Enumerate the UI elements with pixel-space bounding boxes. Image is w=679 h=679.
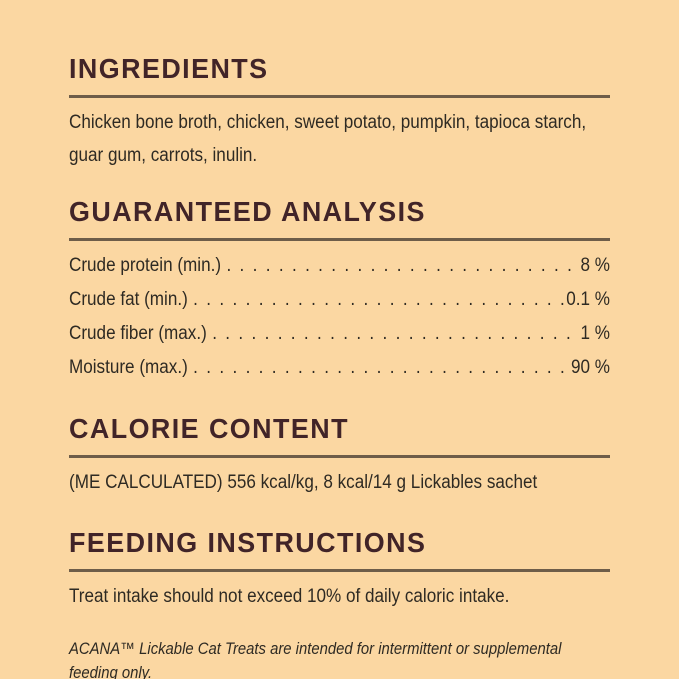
analysis-row-label: Crude fat (min.) bbox=[69, 289, 188, 310]
feeding-instructions-text: Treat intake should not exceed 10% of da… bbox=[69, 586, 510, 607]
guaranteed-analysis-table: Crude protein (min.) 8 % Crude fat (min.… bbox=[69, 249, 610, 385]
dotted-leader bbox=[188, 283, 566, 317]
analysis-row-crude-fiber: Crude fiber (max.) 1 % bbox=[69, 317, 610, 351]
analysis-row-value: 0.1 % bbox=[566, 289, 610, 310]
ingredients-line-2: guar gum, carrots, inulin. bbox=[69, 145, 258, 166]
guaranteed-analysis-divider bbox=[69, 238, 610, 241]
analysis-row-value: 1 % bbox=[580, 323, 610, 344]
intermittent-feeding-footnote: ACANA™ Lickable Cat Treats are intended … bbox=[69, 640, 562, 679]
dotted-leader bbox=[207, 317, 581, 351]
feeding-instructions-heading: FEEDING INSTRUCTIONS bbox=[69, 527, 427, 558]
dotted-leader bbox=[221, 249, 580, 283]
ingredients-divider bbox=[69, 95, 610, 98]
analysis-row-label: Moisture (max.) bbox=[69, 357, 188, 378]
analysis-row-value: 90 % bbox=[571, 357, 610, 378]
analysis-row-crude-fat: Crude fat (min.) 0.1 % bbox=[69, 283, 610, 317]
analysis-row-label: Crude protein (min.) bbox=[69, 255, 222, 276]
feeding-instructions-divider bbox=[69, 569, 610, 572]
analysis-row-label: Crude fiber (max.) bbox=[69, 323, 207, 344]
analysis-row-crude-protein: Crude protein (min.) 8 % bbox=[69, 249, 610, 283]
guaranteed-analysis-heading: GUARANTEED ANALYSIS bbox=[69, 196, 426, 227]
dotted-leader bbox=[188, 351, 571, 385]
analysis-row-value: 8 % bbox=[580, 255, 610, 276]
calorie-content-text: (ME CALCULATED) 556 kcal/kg, 8 kcal/14 g… bbox=[69, 472, 538, 493]
analysis-row-moisture: Moisture (max.) 90 % bbox=[69, 351, 610, 385]
calorie-content-heading: CALORIE CONTENT bbox=[69, 413, 349, 444]
calorie-content-divider bbox=[69, 455, 610, 458]
ingredients-text: Chicken bone broth, chicken, sweet potat… bbox=[69, 106, 610, 172]
ingredients-line-1: Chicken bone broth, chicken, sweet potat… bbox=[69, 112, 587, 133]
ingredients-heading: INGREDIENTS bbox=[69, 53, 269, 84]
